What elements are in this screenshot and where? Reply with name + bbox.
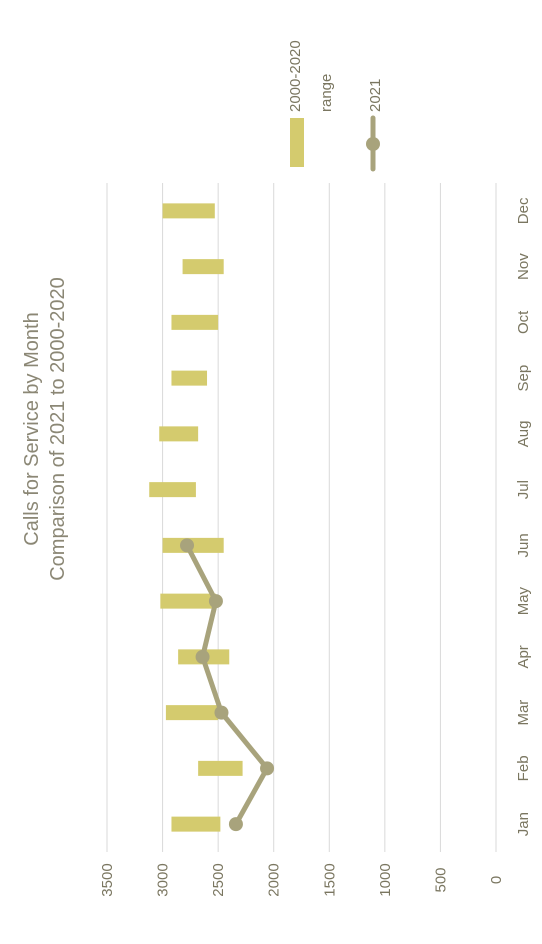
chart-subtitle: Comparison of 2021 to 2000-2020 [47,277,69,581]
range-bar-mar [165,705,219,721]
x-tick-label: Mar [515,700,532,726]
x-tick-label: Nov [515,253,532,280]
range-bar-jan [171,816,221,832]
legend: 2000-2020 range 2021 [287,40,384,172]
x-tick-label: Jul [515,480,532,499]
y-tick-label: 2500 [210,863,227,896]
x-tick-label: Sep [515,365,532,392]
marker-2021-feb [260,761,275,776]
marker-2021-may [208,594,223,609]
chart-title-group: Calls for Service by Month Comparison of… [21,277,69,581]
y-tick-label: 2000 [266,863,283,896]
value-axis-labels: 3500 3000 2500 2000 1500 1000 500 0 [99,863,505,896]
series-2021-line [180,538,275,832]
x-tick-label: Apr [515,645,532,668]
range-bar-jul [149,482,196,498]
x-tick-label: Jun [515,533,532,557]
marker-2021-mar [214,705,229,720]
legend-range-swatch [290,118,304,167]
gridlines [106,183,497,852]
range-bar-dec [162,203,215,219]
range-bar-aug [159,426,199,442]
y-tick-label: 500 [432,867,449,892]
marker-2021-jun [180,538,195,553]
x-tick-label: Oct [515,310,532,334]
legend-range-label-line1: 2000-2020 [287,40,304,112]
y-tick-label: 3000 [155,863,172,896]
line-2021 [184,542,270,827]
legend-range-label-line2: range [318,74,335,112]
y-tick-label: 1000 [377,863,394,896]
legend-2021-label: 2021 [367,79,384,112]
range-bar-nov [182,259,224,275]
range-bar-feb [198,760,243,776]
range-bar-sep [171,370,208,386]
y-tick-label: 0 [488,876,505,884]
x-tick-label: Dec [515,197,532,224]
x-tick-label: Jan [515,812,532,836]
x-tick-label: May [515,586,532,615]
y-tick-label: 3500 [99,863,116,896]
range-bars [149,203,243,832]
marker-2021-jan [228,817,243,832]
range-bar-may [160,593,216,609]
x-tick-label: Feb [515,755,532,781]
legend-2021-marker [366,137,380,151]
range-bar-oct [171,314,219,330]
chart-title: Calls for Service by Month [21,312,43,545]
y-tick-label: 1500 [321,863,338,896]
x-tick-label: Aug [515,421,532,448]
marker-2021-apr [195,649,210,664]
month-axis-labels: Jan Feb Mar Apr May Jun Jul Aug Sep Oct Nov Dec [515,197,532,836]
